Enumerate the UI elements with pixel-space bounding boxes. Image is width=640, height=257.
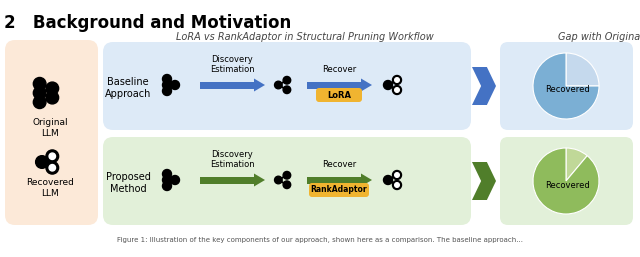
Polygon shape bbox=[254, 173, 265, 187]
Text: Discovery
Estimation: Discovery Estimation bbox=[210, 150, 254, 169]
Bar bbox=[200, 81, 254, 88]
Wedge shape bbox=[566, 148, 588, 181]
Text: Recovered: Recovered bbox=[546, 86, 590, 95]
FancyBboxPatch shape bbox=[500, 42, 633, 130]
Circle shape bbox=[395, 78, 399, 82]
FancyBboxPatch shape bbox=[103, 42, 471, 130]
Text: Original
LLM: Original LLM bbox=[32, 118, 68, 138]
Circle shape bbox=[36, 156, 48, 168]
Circle shape bbox=[383, 80, 392, 89]
Text: LoRA vs RankAdaptor in Structural Pruning Workflow: LoRA vs RankAdaptor in Structural Prunin… bbox=[176, 32, 434, 42]
Circle shape bbox=[395, 183, 399, 187]
Circle shape bbox=[46, 161, 59, 174]
Circle shape bbox=[33, 96, 46, 108]
Text: Recovered
LLM: Recovered LLM bbox=[26, 178, 74, 198]
Bar bbox=[307, 81, 361, 88]
Circle shape bbox=[395, 88, 399, 92]
Wedge shape bbox=[533, 53, 599, 119]
Text: 2   Background and Motivation: 2 Background and Motivation bbox=[4, 14, 291, 32]
Circle shape bbox=[163, 80, 172, 89]
Text: Gap with Original: Gap with Original bbox=[557, 32, 640, 42]
Circle shape bbox=[163, 87, 172, 96]
Text: Recover: Recover bbox=[322, 65, 356, 74]
Polygon shape bbox=[361, 78, 372, 91]
Circle shape bbox=[392, 76, 401, 85]
Circle shape bbox=[283, 181, 291, 189]
Polygon shape bbox=[472, 162, 496, 200]
Wedge shape bbox=[566, 53, 599, 86]
Circle shape bbox=[33, 77, 46, 90]
Circle shape bbox=[163, 75, 172, 84]
Polygon shape bbox=[361, 173, 372, 187]
Circle shape bbox=[283, 86, 291, 94]
FancyBboxPatch shape bbox=[316, 88, 362, 102]
Circle shape bbox=[170, 80, 179, 89]
Text: RankAdaptor: RankAdaptor bbox=[310, 186, 367, 195]
Circle shape bbox=[46, 150, 59, 163]
Text: Proposed
Method: Proposed Method bbox=[106, 172, 150, 194]
Text: Figure 1: Illustration of the key components of our approach, shown here as a co: Figure 1: Illustration of the key compon… bbox=[117, 237, 523, 243]
Circle shape bbox=[46, 91, 59, 104]
Circle shape bbox=[33, 87, 46, 99]
Circle shape bbox=[46, 82, 59, 95]
Text: Recovered: Recovered bbox=[546, 180, 590, 189]
Circle shape bbox=[383, 176, 392, 185]
Text: Discovery
Estimation: Discovery Estimation bbox=[210, 54, 254, 74]
Circle shape bbox=[163, 176, 172, 185]
Text: Recover: Recover bbox=[322, 160, 356, 169]
Text: LoRA: LoRA bbox=[327, 90, 351, 99]
Circle shape bbox=[283, 171, 291, 179]
Text: Baseline
Approach: Baseline Approach bbox=[105, 77, 151, 99]
Circle shape bbox=[395, 173, 399, 177]
Circle shape bbox=[163, 181, 172, 190]
Circle shape bbox=[392, 170, 401, 179]
Circle shape bbox=[392, 86, 401, 95]
Circle shape bbox=[163, 170, 172, 179]
Circle shape bbox=[275, 81, 282, 89]
Circle shape bbox=[283, 76, 291, 84]
FancyBboxPatch shape bbox=[309, 183, 369, 197]
FancyBboxPatch shape bbox=[5, 40, 98, 225]
Bar bbox=[307, 177, 361, 183]
FancyBboxPatch shape bbox=[103, 137, 471, 225]
Bar bbox=[200, 177, 254, 183]
Circle shape bbox=[170, 176, 179, 185]
Wedge shape bbox=[533, 148, 599, 214]
Circle shape bbox=[49, 153, 56, 160]
Circle shape bbox=[275, 176, 282, 184]
Circle shape bbox=[49, 164, 56, 171]
FancyBboxPatch shape bbox=[500, 137, 633, 225]
Circle shape bbox=[392, 180, 401, 189]
Polygon shape bbox=[472, 67, 496, 105]
Polygon shape bbox=[254, 78, 265, 91]
